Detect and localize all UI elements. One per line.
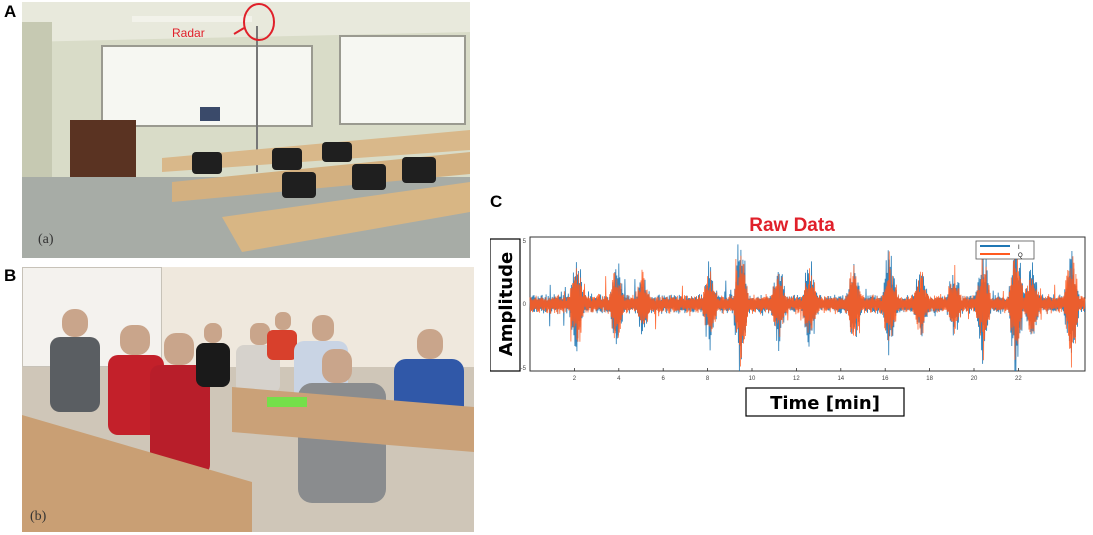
x-tick-label: 2 [573, 376, 577, 382]
raw-data-chart: Raw Data 2 4 6 8 10 12 14 16 18 20 22 5 0 -5 I Q Ampl… [490, 215, 1086, 417]
x-tick-label: 6 [662, 376, 666, 382]
chart-title: Raw Data [749, 215, 835, 236]
legend-label-q: Q [1018, 253, 1023, 259]
participants-photo: (b) [22, 267, 474, 532]
x-tick-label: 18 [926, 376, 933, 382]
x-tick-label: 22 [1015, 376, 1022, 382]
x-axis-label: Time [min] [770, 393, 880, 414]
x-tick-label: 10 [749, 376, 756, 382]
subfigure-a-label: (a) [38, 232, 54, 247]
y-tick-label: -5 [521, 366, 527, 372]
participants-scene [22, 267, 474, 532]
panel-c-letter: C [490, 192, 503, 211]
radar-arrow [233, 27, 245, 35]
radar-label: Radar [172, 26, 205, 40]
legend: I Q [975, 240, 1035, 260]
series-line-q [529, 248, 1086, 368]
radar-highlight-circle [243, 3, 275, 41]
y-tick-label: 5 [523, 239, 527, 245]
classroom-scene: Radar [22, 2, 470, 258]
x-tick-label: 14 [837, 376, 844, 382]
y-axis-label-box [490, 238, 521, 372]
x-tick-label: 16 [882, 376, 889, 382]
x-tick-label: 20 [971, 376, 978, 382]
classroom-photo: Radar (a) [22, 2, 470, 258]
y-axis-label: Amplitude [496, 252, 517, 356]
panel-a-letter: A [4, 2, 17, 21]
subfigure-b-label: (b) [30, 509, 47, 524]
x-tick-label: 8 [706, 376, 710, 382]
panel-b-letter: B [4, 266, 17, 285]
legend-label-i: I [1018, 245, 1020, 251]
legend-box [975, 240, 1035, 260]
x-tick-label: 12 [793, 376, 800, 382]
x-tick-label: 4 [617, 376, 621, 382]
y-tick-label: 0 [523, 302, 527, 308]
x-axis-label-box [745, 387, 905, 417]
